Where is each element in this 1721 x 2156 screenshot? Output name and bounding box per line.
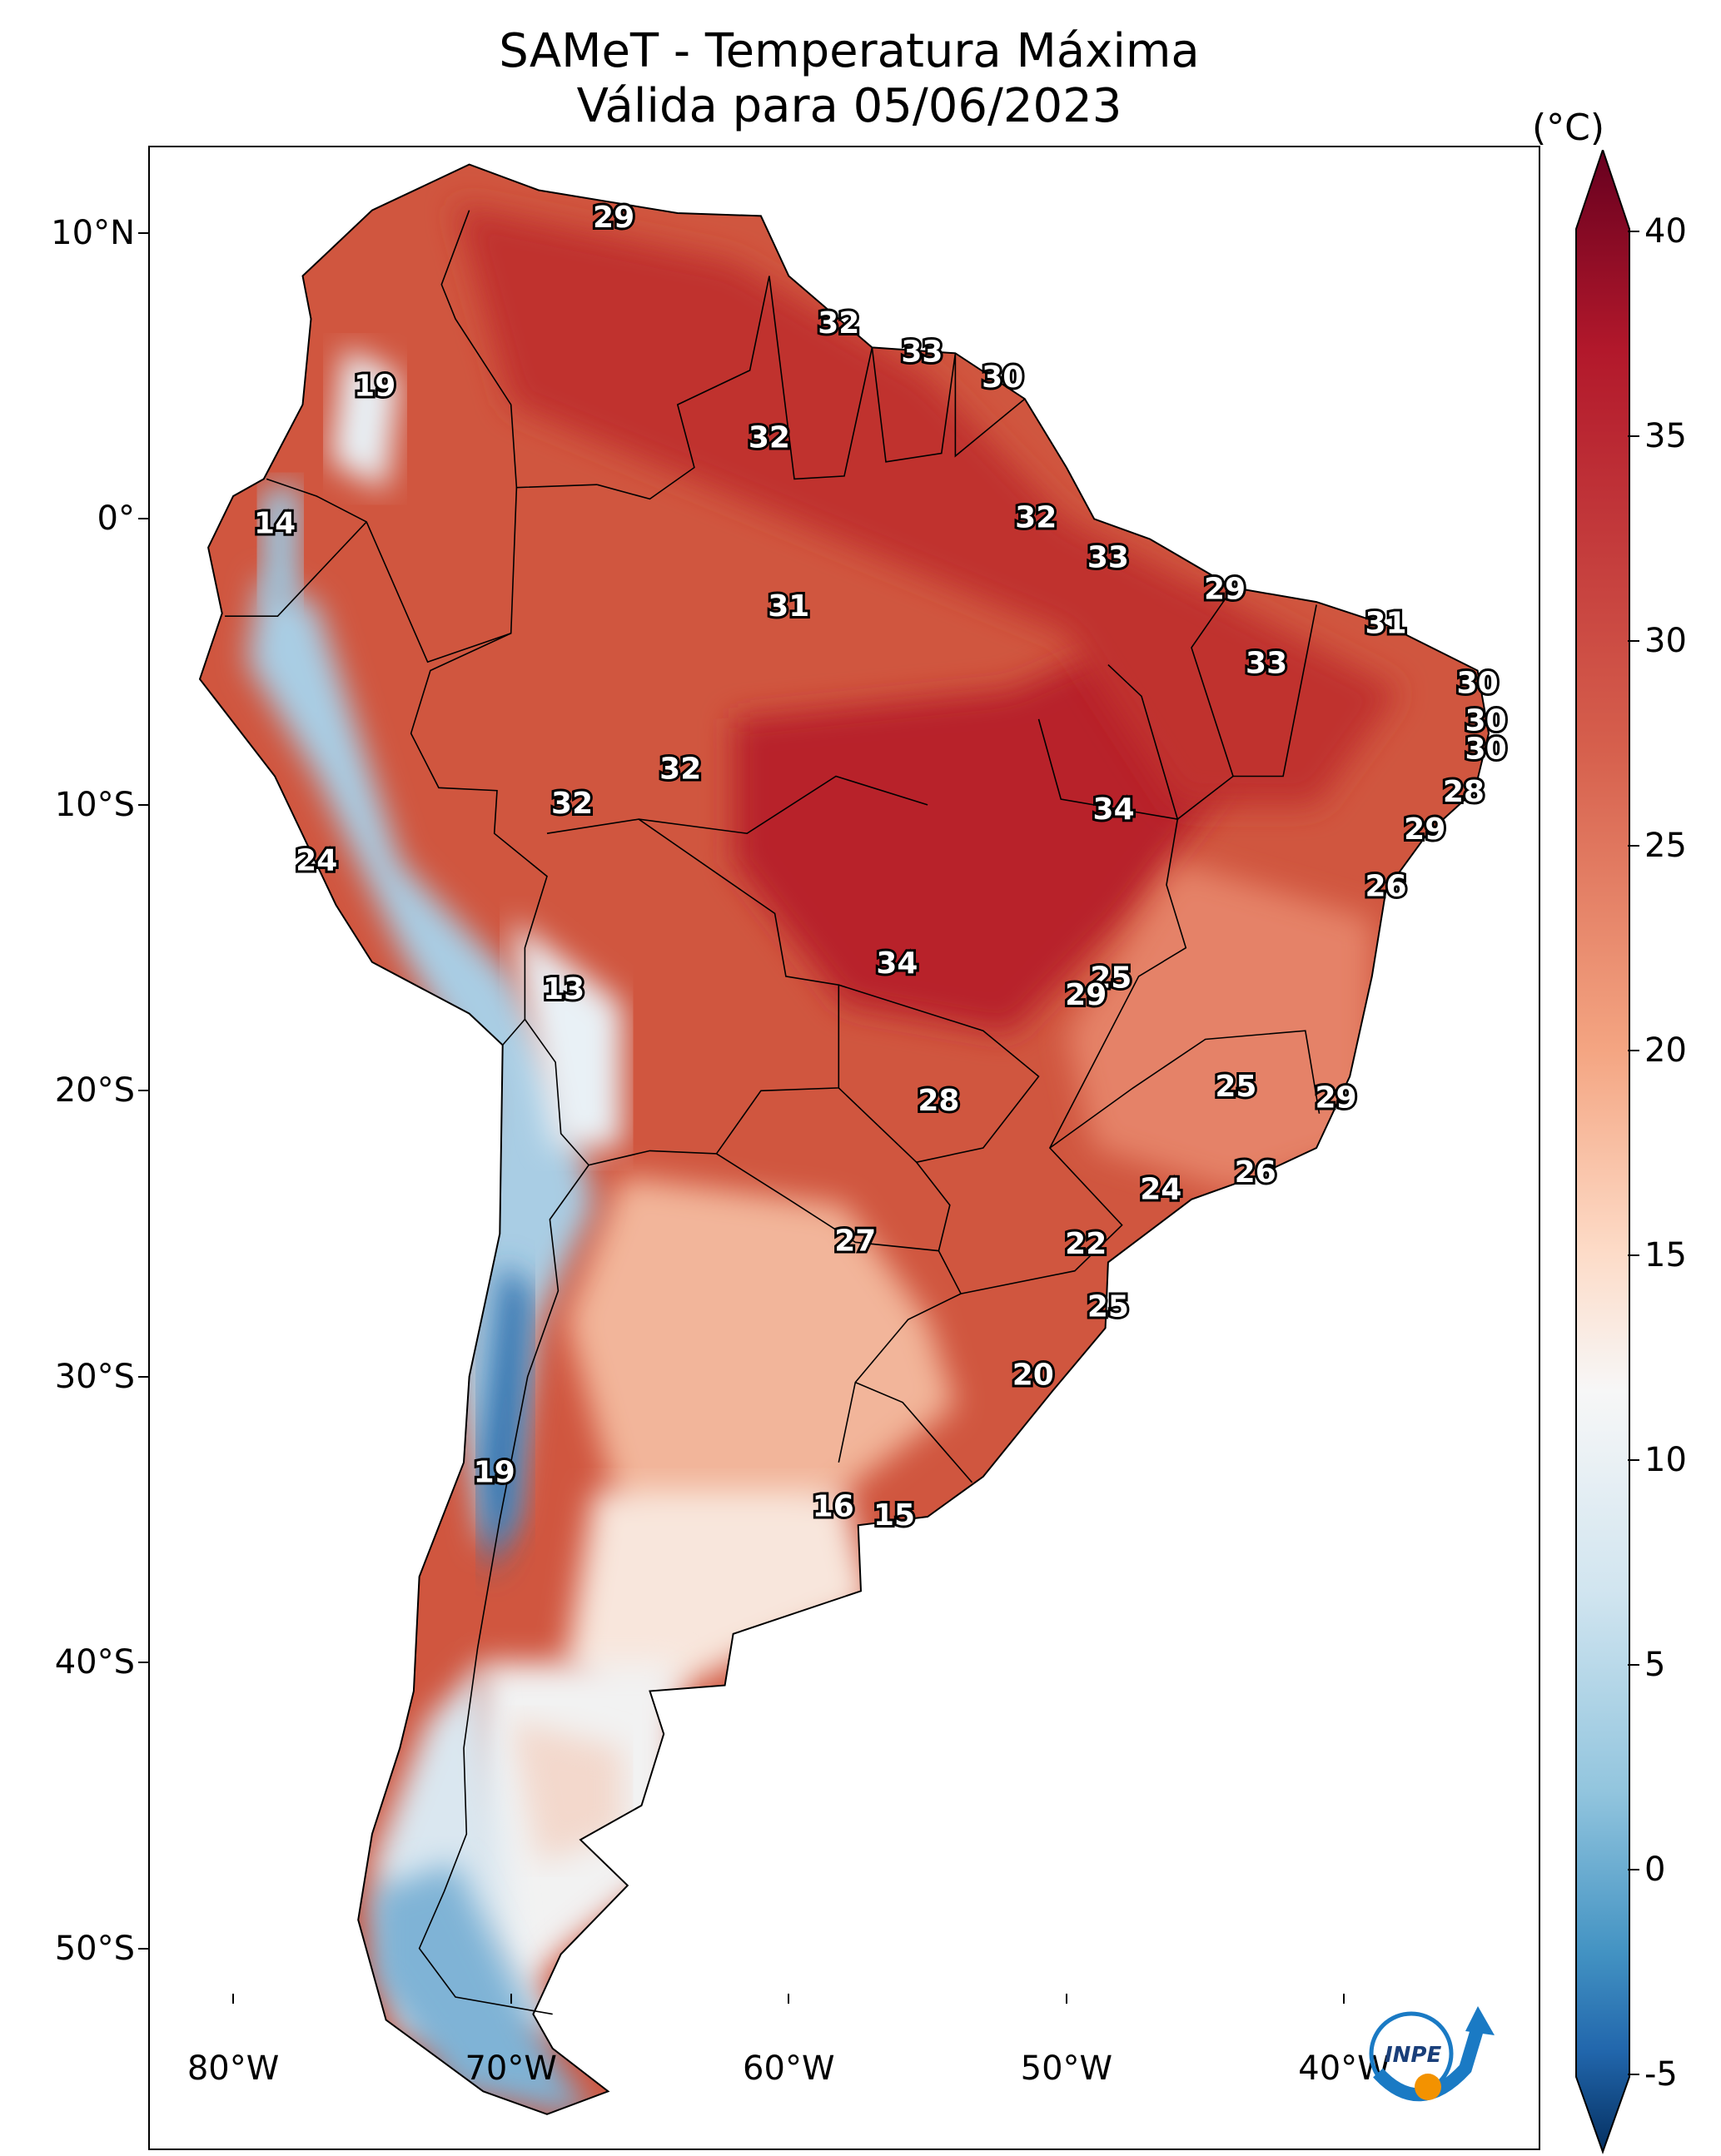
city-value-label: 29 bbox=[1065, 978, 1107, 1012]
colorbar-tick-label: 5 bbox=[1644, 1645, 1666, 1684]
city-value-label: 32 bbox=[1015, 501, 1057, 535]
city-value-label: 16 bbox=[813, 1490, 854, 1524]
city-value-label: 25 bbox=[1090, 961, 1132, 995]
latitude-tick-label: 0° bbox=[97, 499, 135, 539]
longitude-tick bbox=[1065, 1994, 1067, 2004]
latitude-tick-label: 20°S bbox=[54, 1071, 135, 1110]
inpe-logo-icon: INPE bbox=[1369, 2006, 1495, 2102]
colorbar-tick-label: -5 bbox=[1644, 2054, 1678, 2094]
colorbar-tick bbox=[1628, 1868, 1639, 1870]
colorbar-tick bbox=[1628, 640, 1639, 643]
colorbar-tick bbox=[1628, 1050, 1639, 1052]
city-values: 2919142413193233303232332931333030302829… bbox=[251, 198, 1510, 1535]
longitude-tick-label: 50°W bbox=[1020, 2049, 1113, 2088]
city-value-label: 15 bbox=[873, 1498, 915, 1533]
city-value-label: 24 bbox=[296, 844, 337, 878]
latitude-tick-label: 40°S bbox=[54, 1643, 135, 1682]
city-value-label: 34 bbox=[1093, 792, 1135, 827]
city-value-label: 30 bbox=[1457, 667, 1499, 701]
colorbar-tick-label: 15 bbox=[1644, 1235, 1687, 1274]
city-value-label: 25 bbox=[1087, 1289, 1129, 1324]
colorbar-tick-label: 25 bbox=[1644, 827, 1687, 866]
city-value-label: 13 bbox=[543, 972, 584, 1006]
city-value-label: 30 bbox=[1465, 733, 1507, 767]
colorbar-tick bbox=[1628, 1458, 1639, 1461]
latitude-tick bbox=[138, 518, 148, 520]
city-value-label: 28 bbox=[1443, 775, 1485, 809]
city-value-label: 29 bbox=[1204, 572, 1246, 606]
longitude-tick-label: 60°W bbox=[743, 2049, 835, 2088]
city-value-label: 34 bbox=[876, 946, 918, 981]
colorbar-tick-label: 35 bbox=[1644, 417, 1687, 456]
colorbar-tick-label: 20 bbox=[1644, 1031, 1687, 1071]
colorbar-tick bbox=[1628, 1254, 1639, 1256]
latitude-tick-label: 30°S bbox=[54, 1357, 135, 1396]
latitude-tick bbox=[138, 1090, 148, 1092]
colorbar-tick bbox=[1628, 435, 1639, 438]
city-value-label: 26 bbox=[1235, 1155, 1276, 1190]
city-value-label: 29 bbox=[593, 201, 634, 235]
colorbar-tick bbox=[1628, 2073, 1639, 2075]
city-value-label: 30 bbox=[1465, 703, 1507, 738]
latitude-tick bbox=[138, 1375, 148, 1378]
latitude-tick bbox=[138, 1662, 148, 1664]
latitude-tick bbox=[138, 232, 148, 235]
longitude-tick-label: 70°W bbox=[465, 2049, 557, 2088]
city-value-label: 29 bbox=[1315, 1081, 1356, 1115]
colorbar-tick-label: 40 bbox=[1644, 212, 1687, 251]
colorbar-tick bbox=[1628, 1663, 1639, 1666]
city-value-label: 20 bbox=[1012, 1359, 1054, 1393]
latitude-tick-label: 10°S bbox=[54, 785, 135, 824]
continent-shape bbox=[198, 163, 1490, 2115]
city-value-label: 33 bbox=[901, 335, 943, 369]
city-value-label: 22 bbox=[1065, 1227, 1107, 1261]
city-value-label: 25 bbox=[1215, 1070, 1256, 1104]
city-value-label: 31 bbox=[1365, 607, 1406, 641]
city-value-label: 33 bbox=[1087, 541, 1129, 575]
city-value-label: 26 bbox=[1365, 870, 1406, 904]
map-subtitle: Válida para 05/06/2023 bbox=[576, 79, 1122, 133]
svg-text:INPE: INPE bbox=[1385, 2043, 1441, 2068]
longitude-tick bbox=[788, 1994, 790, 2004]
city-value-label: 19 bbox=[474, 1456, 515, 1490]
colorbar-tick-label: 10 bbox=[1644, 1440, 1687, 1479]
map-panel: 29 19 14 24 13 19 32 33 30 32 32 33 29 31 33 30 30 30 28 29… bbox=[148, 146, 1540, 2150]
city-value-label: 33 bbox=[1246, 647, 1287, 681]
colorbar-tick bbox=[1628, 845, 1639, 847]
city-value-label: 29 bbox=[1404, 812, 1445, 847]
city-value-label: 32 bbox=[749, 420, 790, 455]
city-value-label: 27 bbox=[834, 1224, 876, 1258]
temperature-map: 2919142413193233303232332931333030302829… bbox=[198, 163, 1510, 2115]
longitude-tick bbox=[1343, 1994, 1345, 2004]
longitude-tick bbox=[232, 1994, 235, 2004]
latitude-tick bbox=[138, 803, 148, 806]
city-value-label: 14 bbox=[254, 506, 296, 540]
colorbar-tick-label: 0 bbox=[1644, 1850, 1666, 1889]
city-value-label: 28 bbox=[918, 1084, 959, 1118]
colorbar bbox=[1575, 150, 1630, 2154]
city-value-label: 31 bbox=[768, 589, 809, 623]
latitude-tick-label: 50°S bbox=[54, 1929, 135, 1968]
city-value-label: 24 bbox=[1140, 1173, 1181, 1207]
city-value-label: 32 bbox=[551, 787, 593, 821]
city-value-label: 30 bbox=[982, 360, 1023, 395]
city-value-label: 32 bbox=[818, 306, 859, 340]
city-value-label: 19 bbox=[354, 370, 395, 404]
map-title: SAMeT - Temperatura Máxima bbox=[499, 24, 1200, 78]
colorbar-tick-label: 30 bbox=[1644, 622, 1687, 661]
colorbar-tick bbox=[1628, 231, 1639, 233]
longitude-tick bbox=[510, 1994, 512, 2004]
city-value-label: 32 bbox=[659, 753, 701, 787]
colorbar-unit: (°C) bbox=[1532, 107, 1605, 149]
latitude-tick bbox=[138, 1947, 148, 1950]
longitude-tick-label: 80°W bbox=[187, 2049, 280, 2088]
latitude-tick-label: 10°N bbox=[51, 214, 135, 253]
